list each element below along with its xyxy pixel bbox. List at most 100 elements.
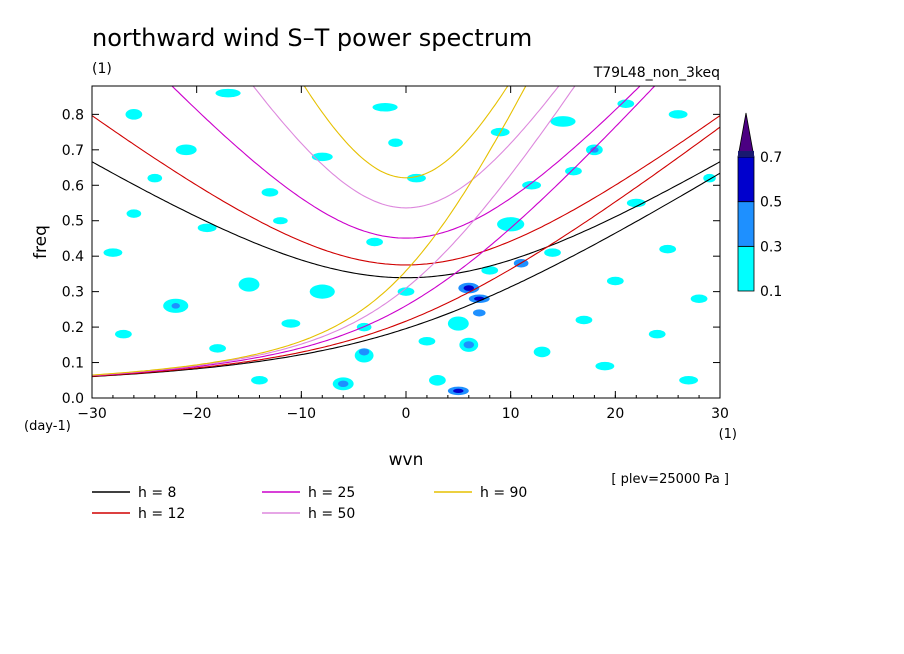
contour-blob xyxy=(453,388,464,394)
contour-blob xyxy=(606,276,624,286)
contour-blob xyxy=(472,309,486,317)
contour-blob xyxy=(418,337,436,346)
contour-blob xyxy=(388,138,403,147)
x-tick-label: 0 xyxy=(402,406,411,422)
contour-blob xyxy=(617,99,635,108)
curve-mrg-h8 xyxy=(92,172,720,378)
contour-blob xyxy=(522,181,542,190)
curve-ig1-h8 xyxy=(92,161,720,279)
legend-label: h = 12 xyxy=(138,506,185,522)
y-tick-label: 0.8 xyxy=(62,107,84,123)
colorbar-segment xyxy=(737,201,755,247)
contour-blob xyxy=(590,146,599,153)
dispersion-curves xyxy=(92,86,720,378)
y-tick-label: 0.0 xyxy=(62,391,84,407)
x-axis-unit: (1) xyxy=(719,427,737,442)
contour-blob xyxy=(209,344,226,353)
contour-blob xyxy=(447,316,469,331)
contour-blob xyxy=(366,237,383,247)
y-tick-label: 0.7 xyxy=(62,143,84,159)
colorbar-segment xyxy=(737,156,755,203)
contour-blob xyxy=(197,223,217,233)
y-tick-label: 0.4 xyxy=(62,249,84,265)
y-unit-label: (1) xyxy=(92,61,112,77)
x-axis-label: wvn xyxy=(389,450,424,470)
contour-blob xyxy=(463,285,475,291)
y-axis-label: freq xyxy=(31,225,51,259)
y-tick-label: 0.2 xyxy=(62,320,84,336)
contour-blob xyxy=(175,144,197,156)
contour-blob xyxy=(171,302,180,309)
curve-mrg-h50 xyxy=(92,86,576,376)
x-tick-label: −20 xyxy=(182,406,212,422)
contour-blob xyxy=(533,346,551,358)
contour-blob xyxy=(147,173,163,183)
contour-fill-layer xyxy=(103,88,716,396)
contour-blob xyxy=(550,116,576,127)
contour-blob xyxy=(703,173,716,183)
contour-blob xyxy=(238,277,260,292)
contour-blob xyxy=(397,287,415,296)
curve-mrg-h90 xyxy=(92,86,527,376)
y-axis: 0.0 0.1 0.2 0.3 0.4 0.5 0.6 0.7 0.8 xyxy=(62,107,720,407)
x-tick-label: −10 xyxy=(287,406,317,422)
contour-blob xyxy=(125,109,143,120)
contour-blob xyxy=(690,294,708,303)
colorbar-segment xyxy=(737,245,755,292)
curve-ig1-h50 xyxy=(252,86,560,209)
x-tick-label: 10 xyxy=(502,406,520,422)
contour-blob xyxy=(679,376,699,385)
y-tick-label: 0.6 xyxy=(62,178,84,194)
contour-blob xyxy=(648,329,666,339)
experiment-label: T79L48_non_3keq xyxy=(593,65,720,81)
y-tick-label: 0.1 xyxy=(62,356,84,372)
contour-blob xyxy=(251,376,268,385)
legend-label: h = 50 xyxy=(308,506,355,522)
x-axis: −30 −20 −10 0 10 20 30 xyxy=(77,86,729,422)
y-tick-label: 0.5 xyxy=(62,214,84,230)
contour-blob xyxy=(281,319,301,328)
legend-label: h = 90 xyxy=(480,485,527,501)
legend-label: h = 8 xyxy=(138,485,176,501)
contour-blob xyxy=(261,188,279,197)
curve-ig1-h12 xyxy=(92,115,720,266)
colorbar-label: 0.5 xyxy=(760,195,782,211)
contour-blob xyxy=(659,244,677,254)
chart-title: northward wind S–T power spectrum xyxy=(92,24,532,52)
contour-blob xyxy=(544,248,561,257)
x-tick-label: 30 xyxy=(711,406,729,422)
plot-frame xyxy=(91,85,721,399)
colorbar-label: 0.7 xyxy=(760,150,782,166)
contour-blob xyxy=(372,103,398,112)
contour-blob xyxy=(626,198,646,208)
contour-blob xyxy=(463,341,475,349)
curve-ig1-h90 xyxy=(303,86,509,179)
contour-blob xyxy=(309,284,335,299)
curve-mrg-h25 xyxy=(92,86,656,377)
contour-blob xyxy=(126,209,142,218)
contour-blob xyxy=(668,110,688,119)
contour-blob xyxy=(595,361,615,371)
contour-blob xyxy=(115,329,132,339)
y-axis-unit: (day-1) xyxy=(24,419,71,434)
contour-blob xyxy=(103,248,123,257)
y-tick-label: 0.3 xyxy=(62,285,84,301)
level-note: [ plev=25000 Pa ] xyxy=(611,472,729,487)
curve-mrg-h12 xyxy=(92,126,720,377)
contour-blob xyxy=(273,217,288,225)
x-tick-label: 20 xyxy=(606,406,624,422)
legend-label: h = 25 xyxy=(308,485,355,501)
legend: h = 8 h = 12 h = 25 h = 50 h = 90 xyxy=(92,485,527,522)
curve-ig1-h25 xyxy=(171,86,641,239)
contour-blob xyxy=(407,173,426,183)
colorbar: 0.1 0.3 0.5 0.7 xyxy=(737,112,782,300)
contour-blob xyxy=(575,315,593,325)
contour-blob xyxy=(337,380,349,388)
colorbar-label: 0.3 xyxy=(760,239,782,255)
colorbar-top-segment xyxy=(738,151,754,157)
colorbar-label: 0.1 xyxy=(760,284,782,300)
x-tick-label: −30 xyxy=(77,406,107,422)
contour-blob xyxy=(497,217,525,232)
colorbar-extend-arrow xyxy=(737,112,755,158)
